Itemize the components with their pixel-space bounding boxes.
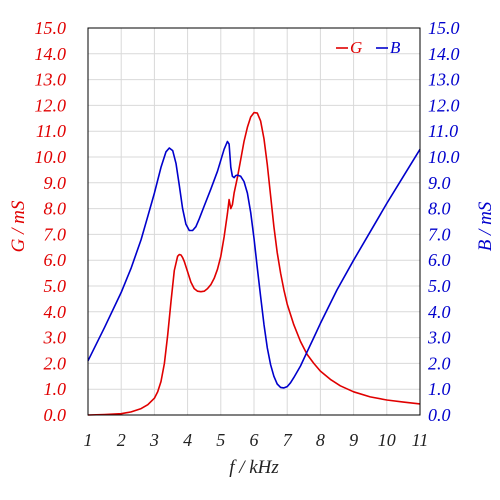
legend-label-G: G bbox=[350, 38, 362, 57]
right-y-tick-label: 1.0 bbox=[428, 379, 451, 399]
plot-frame bbox=[87, 27, 421, 416]
right-y-tick-label: 14.0 bbox=[428, 44, 460, 64]
x-tick-label: 9 bbox=[349, 430, 358, 450]
x-tick-labels: 1 2 3 4 5 6 7 8 9 10 11 bbox=[84, 430, 429, 450]
right-y-tick-label: 9.0 bbox=[428, 173, 451, 193]
left-y-axis-label: G / mS bbox=[8, 200, 29, 252]
x-tick-label: 1 bbox=[84, 430, 93, 450]
left-y-tick-label: 3.0 bbox=[43, 328, 67, 348]
right-y-tick-labels: 0.0 1.0 2.0 3.0 4.0 5.0 6.0 7.0 8.0 9.0 10.0 11.0 12… bbox=[427, 18, 460, 425]
left-y-tick-label: 13.0 bbox=[35, 70, 67, 90]
x-tick-label: 11 bbox=[412, 430, 429, 450]
x-tick-label: 10 bbox=[378, 430, 396, 450]
right-y-tick-label: 0.0 bbox=[428, 405, 451, 425]
right-y-tick-label: 8.0 bbox=[428, 199, 451, 219]
left-y-tick-label: 2.0 bbox=[44, 353, 67, 373]
x-tick-label: 7 bbox=[283, 430, 293, 450]
x-tick-label: 3 bbox=[149, 430, 159, 450]
data-curves bbox=[87, 111, 421, 416]
right-y-tick-label: 11.0 bbox=[428, 121, 458, 141]
left-y-tick-label: 9.0 bbox=[44, 173, 67, 193]
right-y-tick-label: 15.0 bbox=[428, 18, 460, 38]
left-y-tick-label: 8.0 bbox=[44, 199, 67, 219]
series-line-B bbox=[87, 140, 421, 389]
left-y-tick-label: 11.0 bbox=[36, 121, 66, 141]
x-tick-label: 5 bbox=[216, 430, 225, 450]
right-y-tick-label: 12.0 bbox=[428, 95, 460, 115]
x-axis-label: f / kHz bbox=[229, 457, 279, 478]
right-y-tick-label: 4.0 bbox=[428, 302, 451, 322]
right-y-tick-label: 13.0 bbox=[428, 70, 460, 90]
right-y-tick-label: 6.0 bbox=[428, 250, 451, 270]
left-y-tick-label: 0.0 bbox=[44, 405, 67, 425]
right-y-tick-label: 3.0 bbox=[427, 328, 451, 348]
x-tick-label: 4 bbox=[183, 430, 192, 450]
left-y-tick-label: 14.0 bbox=[35, 44, 67, 64]
x-tick-label: 6 bbox=[250, 430, 259, 450]
left-y-tick-label: 7.0 bbox=[44, 224, 67, 244]
legend-label-B: B bbox=[390, 38, 401, 57]
left-y-tick-label: 10.0 bbox=[35, 147, 67, 167]
x-tick-label: 2 bbox=[117, 430, 126, 450]
left-y-tick-label: 5.0 bbox=[44, 276, 67, 296]
left-y-tick-label: 4.0 bbox=[44, 302, 67, 322]
left-y-tick-label: 1.0 bbox=[44, 379, 67, 399]
x-tick-label: 8 bbox=[316, 430, 325, 450]
left-y-tick-label: 6.0 bbox=[44, 250, 67, 270]
right-y-axis-label: B / mS bbox=[475, 201, 496, 251]
left-y-tick-label: 12.0 bbox=[35, 95, 67, 115]
right-y-tick-label: 7.0 bbox=[428, 224, 451, 244]
left-y-tick-label: 15.0 bbox=[35, 18, 67, 38]
right-y-tick-label: 2.0 bbox=[428, 353, 451, 373]
left-y-tick-labels: 0.0 1.0 2.0 3.0 4.0 5.0 6.0 7.0 8.0 9.0 10.0 11.0 12… bbox=[35, 18, 67, 425]
grid bbox=[87, 27, 421, 416]
right-y-tick-label: 5.0 bbox=[428, 276, 451, 296]
series-line-G bbox=[87, 111, 421, 416]
right-y-tick-label: 10.0 bbox=[428, 147, 460, 167]
